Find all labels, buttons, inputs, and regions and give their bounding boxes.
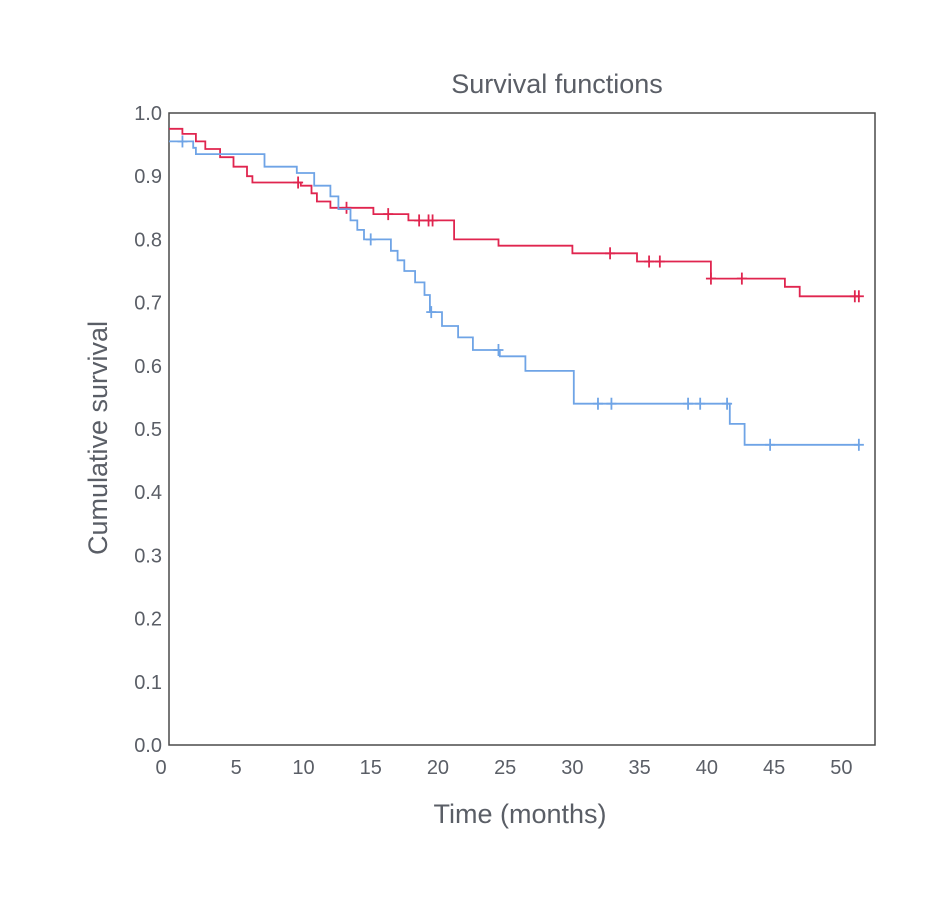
x-tick-label: 35 bbox=[629, 757, 651, 779]
y-axis-ticks: 0.0 0.1 0.2 0.3 0.4 0.5 0.6 0.7 0.8 0.9 1.0 bbox=[134, 103, 162, 757]
censor-mark bbox=[493, 344, 504, 356]
survival-line-group-blue bbox=[169, 140, 859, 446]
y-tick-label: 0.8 bbox=[134, 229, 162, 251]
x-tick-label: 45 bbox=[763, 757, 785, 779]
x-tick-label: 25 bbox=[494, 757, 516, 779]
plot-frame bbox=[168, 112, 876, 746]
censor-mark bbox=[853, 438, 864, 451]
series-group-red bbox=[169, 127, 864, 303]
chart-title: Survival functions bbox=[451, 69, 663, 99]
y-tick-label: 0.4 bbox=[134, 482, 162, 504]
censor-mark bbox=[705, 272, 716, 285]
y-tick-label: 0.6 bbox=[134, 356, 162, 378]
x-tick-label: 10 bbox=[292, 757, 314, 779]
censor-mark bbox=[426, 306, 437, 319]
series-group-blue bbox=[169, 135, 864, 451]
x-tick-label: 50 bbox=[830, 757, 852, 779]
x-tick-label: 0 bbox=[155, 757, 166, 779]
x-tick-label: 5 bbox=[231, 757, 242, 779]
y-tick-label: 0.1 bbox=[134, 672, 162, 694]
x-tick-label: 40 bbox=[696, 757, 718, 779]
censor-mark bbox=[695, 397, 706, 410]
censor-mark bbox=[177, 135, 188, 148]
censor-mark bbox=[605, 247, 616, 260]
x-axis-label: Time (months) bbox=[433, 799, 606, 829]
y-tick-label: 1.0 bbox=[134, 103, 162, 125]
censor-mark bbox=[341, 201, 352, 214]
censor-mark bbox=[414, 214, 425, 227]
y-tick-label: 0.3 bbox=[134, 545, 162, 567]
y-tick-label: 0.7 bbox=[134, 293, 162, 315]
censor-mark bbox=[365, 233, 376, 246]
censor-mark bbox=[606, 397, 617, 410]
series-layer bbox=[169, 127, 864, 451]
censor-mark bbox=[383, 208, 394, 221]
y-tick-label: 0.5 bbox=[134, 419, 162, 441]
y-tick-label: 0.0 bbox=[134, 735, 162, 757]
x-tick-label: 30 bbox=[561, 757, 583, 779]
censor-mark bbox=[736, 272, 747, 285]
x-axis-ticks: 0 5 10 15 20 25 30 35 40 45 50 bbox=[155, 757, 852, 779]
censor-mark bbox=[427, 214, 438, 227]
censor-mark bbox=[683, 397, 694, 410]
censor-mark bbox=[853, 290, 864, 303]
censor-mark bbox=[654, 255, 665, 268]
censor-mark bbox=[722, 397, 733, 410]
y-tick-label: 0.9 bbox=[134, 166, 162, 188]
censor-mark bbox=[592, 397, 603, 410]
censor-mark bbox=[293, 176, 304, 189]
censor-mark bbox=[765, 438, 776, 451]
censor-mark bbox=[644, 255, 655, 268]
x-tick-label: 15 bbox=[360, 757, 382, 779]
y-tick-label: 0.2 bbox=[134, 609, 162, 631]
x-tick-label: 20 bbox=[427, 757, 449, 779]
y-axis-label: Cumulative survival bbox=[83, 321, 113, 555]
